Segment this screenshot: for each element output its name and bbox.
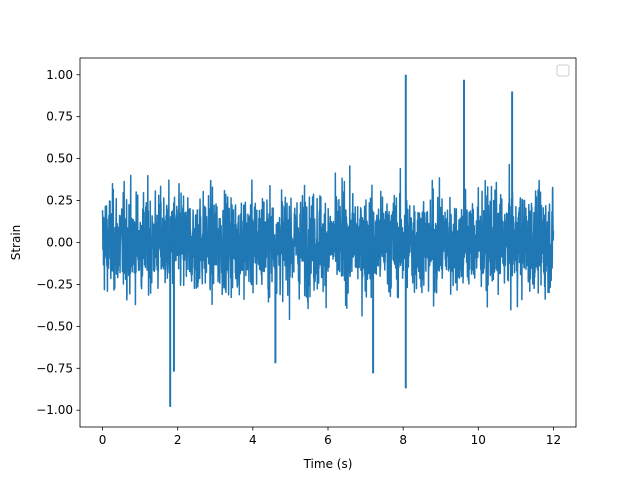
y-axis-label: Strain [9, 225, 23, 261]
y-axis: −1.00 −0.75 −0.50 −0.25 0.00 0.25 0.50 0.75 1.00 [36, 68, 80, 417]
y-tick-label: 1.00 [46, 68, 73, 82]
legend-box [556, 64, 570, 77]
series-group [101, 74, 555, 407]
strain-series-line [101, 163, 555, 321]
x-tick-label: 4 [249, 433, 257, 447]
y-tick-label: −0.50 [36, 319, 73, 333]
x-tick-label: 0 [99, 433, 107, 447]
y-tick-label: 0.50 [46, 152, 73, 166]
x-axis: 0 2 4 6 8 10 12 [99, 427, 561, 447]
y-tick-label: −0.75 [36, 361, 73, 375]
y-tick-label: 0.25 [46, 194, 73, 208]
y-tick-label: −1.00 [36, 403, 73, 417]
x-tick-label: 2 [174, 433, 182, 447]
y-tick-label: −0.25 [36, 277, 73, 291]
y-tick-label: 0.00 [46, 236, 73, 250]
x-axis-label: Time (s) [303, 457, 353, 471]
x-tick-label: 8 [399, 433, 407, 447]
x-tick-label: 10 [471, 433, 486, 447]
x-tick-label: 12 [546, 433, 561, 447]
y-tick-label: 0.75 [46, 110, 73, 124]
x-tick-label: 6 [324, 433, 332, 447]
